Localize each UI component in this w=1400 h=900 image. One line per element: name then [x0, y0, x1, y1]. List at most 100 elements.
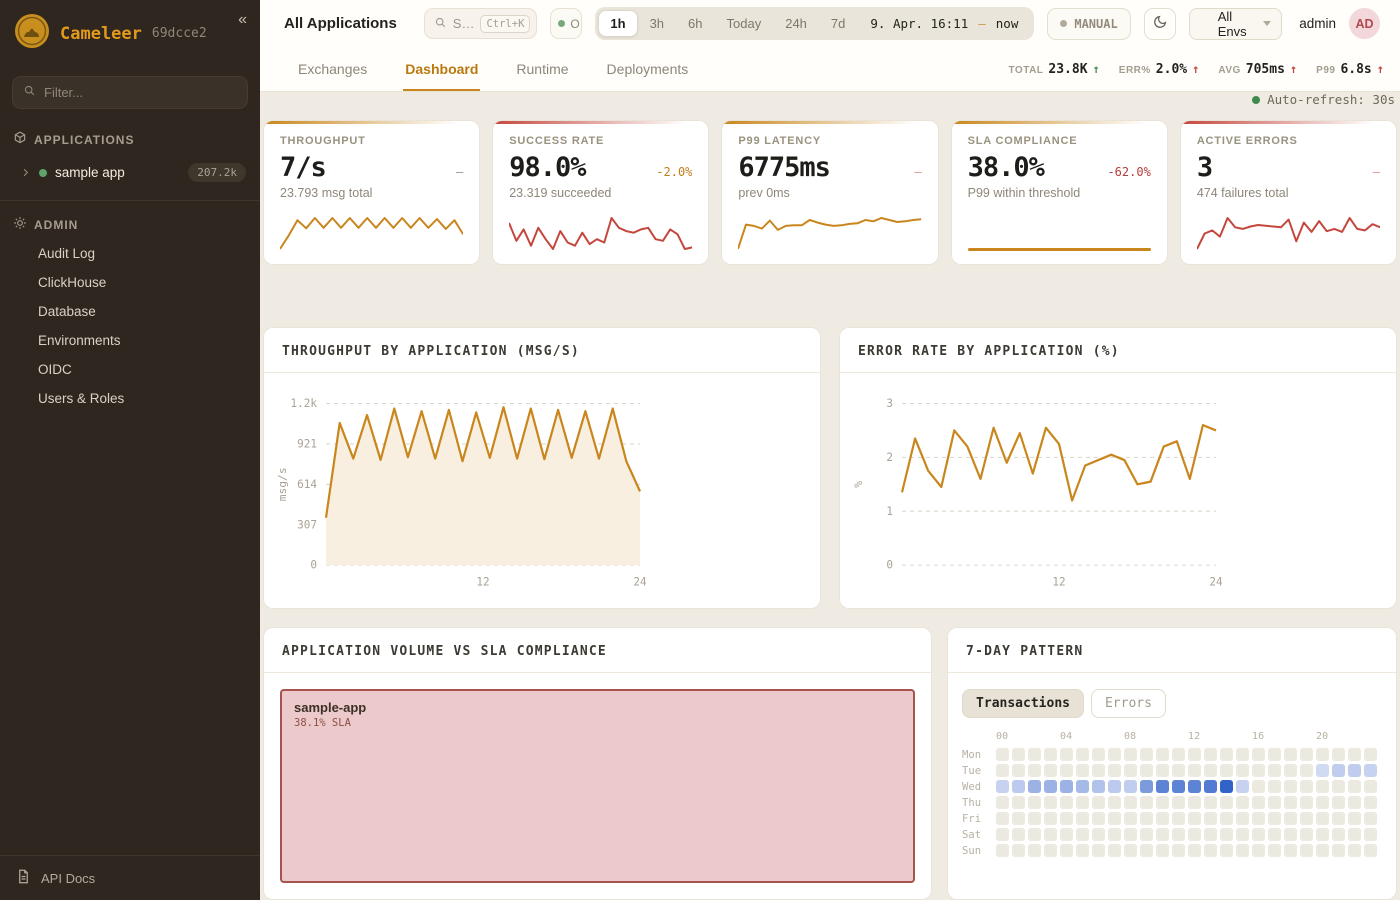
range-24h[interactable]: 24h	[773, 10, 819, 37]
heatmap-cell[interactable]	[1140, 844, 1154, 857]
heatmap-cell[interactable]	[1316, 796, 1330, 809]
date-range[interactable]: 9. Apr. 16:11 – now	[857, 16, 1031, 31]
heatmap-cell[interactable]	[1092, 748, 1106, 761]
heatmap-cell[interactable]	[1012, 796, 1026, 809]
heatmap-cell[interactable]	[1108, 828, 1122, 841]
heatmap-cell[interactable]	[1236, 844, 1250, 857]
heatmap-cell[interactable]	[1076, 844, 1090, 857]
heatmap-cell[interactable]	[1252, 812, 1266, 825]
heatmap-cell[interactable]	[1124, 780, 1138, 793]
heatmap-cell[interactable]	[1156, 812, 1170, 825]
heatmap-cell[interactable]	[1124, 748, 1138, 761]
heatmap-cell[interactable]	[1220, 812, 1234, 825]
heatmap-cell[interactable]	[1300, 812, 1314, 825]
heatmap-cell[interactable]	[1140, 812, 1154, 825]
heatmap-cell[interactable]	[1348, 780, 1362, 793]
kpi-card-p99-latency[interactable]: P99 LATENCY 6775ms – prev 0ms	[721, 120, 939, 265]
heatmap-cell[interactable]	[1188, 780, 1202, 793]
heatmap-cell[interactable]	[1044, 780, 1058, 793]
heatmap-cell[interactable]	[1284, 844, 1298, 857]
heatmap-cell[interactable]	[1028, 780, 1042, 793]
heatmap-cell[interactable]	[1140, 828, 1154, 841]
heatmap-cell[interactable]	[1348, 844, 1362, 857]
heatmap-cell[interactable]	[1172, 796, 1186, 809]
heatmap-cell[interactable]	[1172, 748, 1186, 761]
heatmap-cell[interactable]	[1076, 764, 1090, 777]
heatmap-cell[interactable]	[1204, 796, 1218, 809]
heatmap-cell[interactable]	[1316, 828, 1330, 841]
heatmap-cell[interactable]	[1364, 812, 1378, 825]
heatmap-cell[interactable]	[1076, 796, 1090, 809]
heatmap-cell[interactable]	[1172, 812, 1186, 825]
heatmap-cell[interactable]	[1316, 748, 1330, 761]
heatmap-cell[interactable]	[1012, 764, 1026, 777]
sidebar-item-environments[interactable]: Environments	[38, 333, 121, 348]
heatmap-cell[interactable]	[1316, 812, 1330, 825]
heatmap-cell[interactable]	[1060, 812, 1074, 825]
heatmap-cell[interactable]	[1252, 844, 1266, 857]
heatmap-cell[interactable]	[1108, 844, 1122, 857]
filter-input[interactable]	[44, 85, 237, 100]
heatmap-cell[interactable]	[1124, 764, 1138, 777]
heatmap-cell[interactable]	[1012, 748, 1026, 761]
heatmap-cell[interactable]	[1364, 780, 1378, 793]
heatmap-cell[interactable]	[1172, 828, 1186, 841]
heatmap-cell[interactable]	[1044, 796, 1058, 809]
heatmap-cell[interactable]	[1268, 828, 1282, 841]
heatmap-cell[interactable]	[1028, 764, 1042, 777]
heatmap-cell[interactable]	[1140, 796, 1154, 809]
toggle-errors[interactable]: Errors	[1090, 689, 1166, 718]
sidebar-item-audit-log[interactable]: Audit Log	[38, 246, 96, 261]
heatmap-cell[interactable]	[1252, 780, 1266, 793]
tab-runtime[interactable]: Runtime	[516, 61, 569, 77]
heatmap-cell[interactable]	[1140, 748, 1154, 761]
heatmap-cell[interactable]	[1012, 844, 1026, 857]
heatmap-cell[interactable]	[1140, 764, 1154, 777]
heatmap-cell[interactable]	[1172, 780, 1186, 793]
heatmap-cell[interactable]	[1044, 748, 1058, 761]
heatmap-cell[interactable]	[1092, 812, 1106, 825]
heatmap-cell[interactable]	[1108, 748, 1122, 761]
range-3h[interactable]: 3h	[638, 10, 676, 37]
heatmap-cell[interactable]	[1188, 764, 1202, 777]
heatmap-cell[interactable]	[1220, 748, 1234, 761]
theme-toggle-button[interactable]	[1143, 7, 1176, 40]
heatmap-cell[interactable]	[1028, 812, 1042, 825]
heatmap-cell[interactable]	[1348, 828, 1362, 841]
heatmap-cell[interactable]	[1012, 828, 1026, 841]
heatmap-cell[interactable]	[1092, 780, 1106, 793]
heatmap-cell[interactable]	[1236, 748, 1250, 761]
heatmap-cell[interactable]	[1124, 812, 1138, 825]
heatmap-cell[interactable]	[1156, 796, 1170, 809]
tab-exchanges[interactable]: Exchanges	[298, 61, 368, 77]
kpi-card-active-errors[interactable]: ACTIVE ERRORS 3–474 failures total	[1179, 120, 1398, 265]
heatmap-cell[interactable]	[1236, 812, 1250, 825]
heatmap-cell[interactable]	[1204, 764, 1218, 777]
heatmap-cell[interactable]	[1220, 780, 1234, 793]
heatmap-cell[interactable]	[1332, 796, 1346, 809]
heatmap-cell[interactable]	[996, 764, 1010, 777]
heatmap-cell[interactable]	[1108, 764, 1122, 777]
heatmap-cell[interactable]	[1268, 748, 1282, 761]
sidebar-item-users-roles[interactable]: Users & Roles	[38, 391, 125, 406]
heatmap-cell[interactable]	[1236, 828, 1250, 841]
heatmap-cell[interactable]	[1188, 748, 1202, 761]
heatmap-cell[interactable]	[996, 812, 1010, 825]
heatmap-cell[interactable]	[1284, 796, 1298, 809]
heatmap-cell[interactable]	[1076, 812, 1090, 825]
heatmap-cell[interactable]	[1060, 844, 1074, 857]
sidebar-item-oidc[interactable]: OIDC	[38, 362, 72, 377]
heatmap-cell[interactable]	[1220, 844, 1234, 857]
heatmap-cell[interactable]	[1188, 828, 1202, 841]
heatmap-cell[interactable]	[1092, 764, 1106, 777]
heatmap-cell[interactable]	[1044, 828, 1058, 841]
global-search-input[interactable]: S… Ctrl+K	[423, 8, 538, 39]
heatmap-cell[interactable]	[1076, 780, 1090, 793]
heatmap-cell[interactable]	[1044, 764, 1058, 777]
treemap-block-sample-app[interactable]: sample-app 38.1% SLA	[280, 689, 916, 883]
heatmap-cell[interactable]	[1300, 844, 1314, 857]
tab-dashboard[interactable]: Dashboard	[403, 48, 481, 91]
heatmap-cell[interactable]	[1172, 844, 1186, 857]
heatmap-cell[interactable]	[1076, 828, 1090, 841]
range-7d[interactable]: 7d	[819, 10, 857, 37]
